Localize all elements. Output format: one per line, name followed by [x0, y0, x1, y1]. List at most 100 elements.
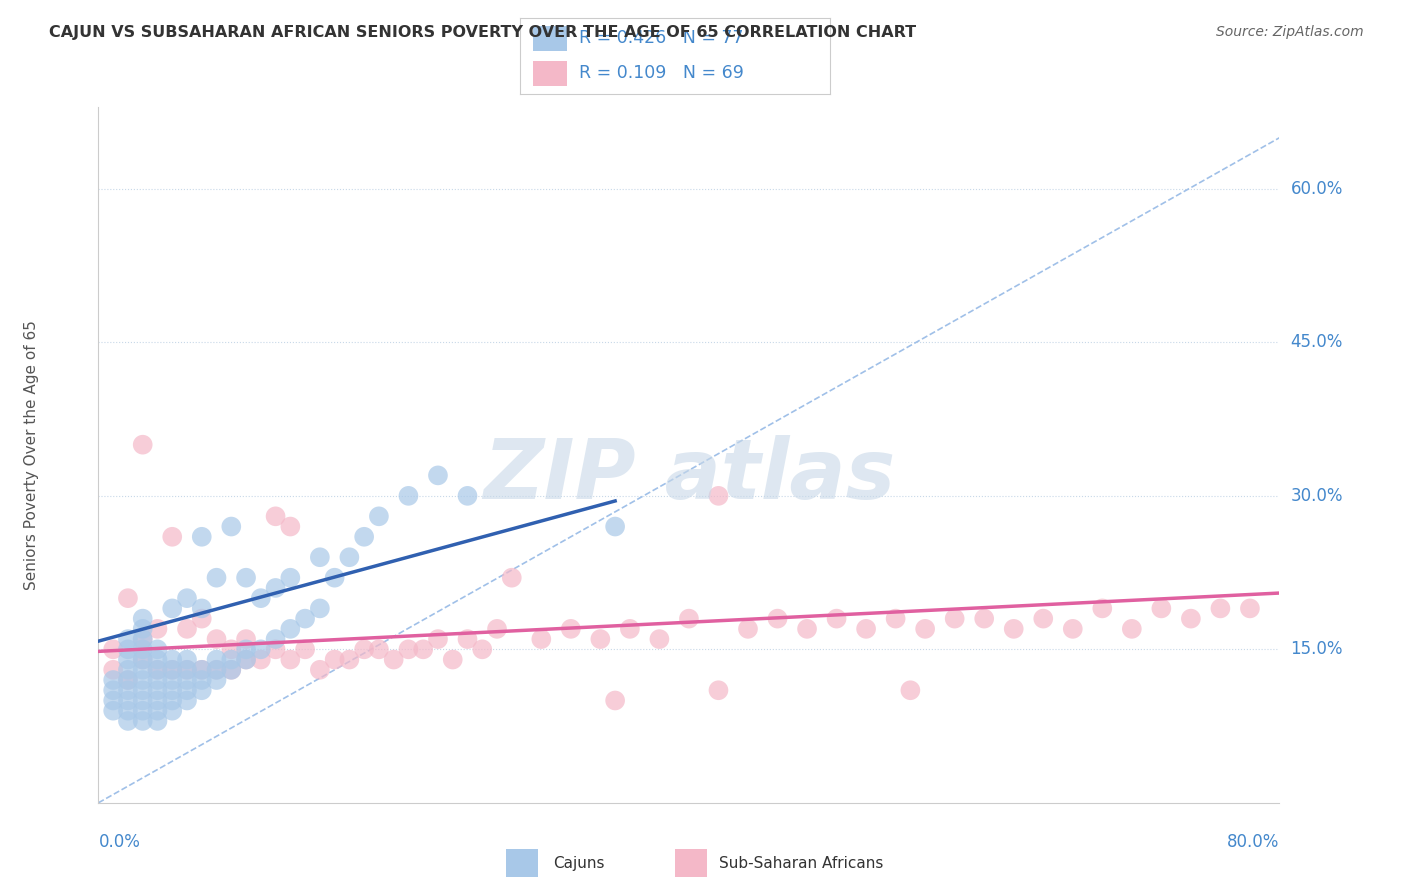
Point	[396, 489, 419, 503]
Point	[117, 663, 139, 677]
Point	[146, 673, 169, 687]
Point	[103, 642, 125, 657]
Text: CAJUN VS SUBSAHARAN AFRICAN SENIORS POVERTY OVER THE AGE OF 65 CORRELATION CHART: CAJUN VS SUBSAHARAN AFRICAN SENIORS POVE…	[49, 25, 917, 40]
Point	[176, 652, 198, 666]
Point	[766, 612, 789, 626]
Point	[1002, 622, 1025, 636]
Text: Seniors Poverty Over the Age of 65: Seniors Poverty Over the Age of 65	[24, 320, 39, 590]
Point	[1239, 601, 1261, 615]
Point	[162, 663, 183, 677]
Point	[589, 632, 612, 646]
Point	[103, 673, 125, 687]
Text: ZIP atlas: ZIP atlas	[482, 435, 896, 516]
Point	[205, 663, 228, 677]
Point	[707, 683, 730, 698]
Point	[205, 663, 228, 677]
Point	[648, 632, 671, 646]
Point	[162, 704, 183, 718]
Point	[309, 550, 332, 565]
Point	[471, 642, 494, 657]
Point	[943, 612, 966, 626]
Point	[427, 468, 450, 483]
Point	[1209, 601, 1232, 615]
Point	[323, 652, 346, 666]
Point	[796, 622, 818, 636]
Point	[132, 714, 155, 728]
FancyBboxPatch shape	[533, 61, 567, 87]
Point	[530, 632, 553, 646]
Point	[219, 663, 242, 677]
Point	[103, 704, 125, 718]
Point	[219, 652, 242, 666]
Point	[132, 612, 155, 626]
Point	[278, 571, 302, 585]
Point	[146, 683, 169, 698]
Point	[191, 663, 214, 677]
Point	[855, 622, 877, 636]
Text: Sub-Saharan Africans: Sub-Saharan Africans	[718, 855, 883, 871]
FancyBboxPatch shape	[533, 26, 567, 51]
Point	[1121, 622, 1143, 636]
Point	[914, 622, 936, 636]
Point	[456, 489, 478, 503]
Point	[486, 622, 509, 636]
Point	[205, 652, 228, 666]
Point	[103, 663, 125, 677]
Point	[176, 663, 198, 677]
FancyBboxPatch shape	[675, 849, 707, 877]
Point	[117, 673, 139, 687]
Point	[117, 693, 139, 707]
Point	[176, 673, 198, 687]
Point	[103, 693, 125, 707]
Point	[264, 632, 287, 646]
Point	[368, 642, 391, 657]
Point	[560, 622, 582, 636]
Point	[191, 683, 214, 698]
Point	[825, 612, 848, 626]
Point	[191, 601, 214, 615]
Point	[176, 683, 198, 698]
Point	[323, 571, 346, 585]
Point	[1032, 612, 1054, 626]
Point	[162, 652, 183, 666]
Point	[117, 683, 139, 698]
Point	[337, 652, 360, 666]
Text: Cajuns: Cajuns	[554, 855, 605, 871]
Point	[117, 632, 139, 646]
Point	[427, 632, 450, 646]
Point	[162, 530, 183, 544]
Point	[412, 642, 434, 657]
Point	[250, 591, 273, 606]
Point	[117, 652, 139, 666]
Point	[219, 642, 242, 657]
Point	[368, 509, 391, 524]
Point	[264, 642, 287, 657]
FancyBboxPatch shape	[506, 849, 537, 877]
Point	[117, 673, 139, 687]
Point	[441, 652, 464, 666]
Point	[132, 632, 155, 646]
Point	[132, 673, 155, 687]
Point	[162, 683, 183, 698]
Point	[132, 652, 155, 666]
Point	[219, 519, 242, 533]
Point	[191, 612, 214, 626]
Point	[162, 693, 183, 707]
Point	[250, 642, 273, 657]
Point	[117, 714, 139, 728]
Point	[1180, 612, 1202, 626]
Point	[278, 622, 302, 636]
Point	[456, 632, 478, 646]
Point	[176, 663, 198, 677]
Point	[250, 652, 273, 666]
Text: 45.0%: 45.0%	[1291, 334, 1343, 351]
Point	[103, 683, 125, 698]
Text: R = 0.426   N = 77: R = 0.426 N = 77	[579, 29, 744, 47]
Point	[191, 663, 214, 677]
Point	[294, 642, 316, 657]
Point	[132, 438, 155, 452]
Point	[176, 591, 198, 606]
Point	[605, 519, 627, 533]
Point	[205, 632, 228, 646]
Point	[117, 704, 139, 718]
